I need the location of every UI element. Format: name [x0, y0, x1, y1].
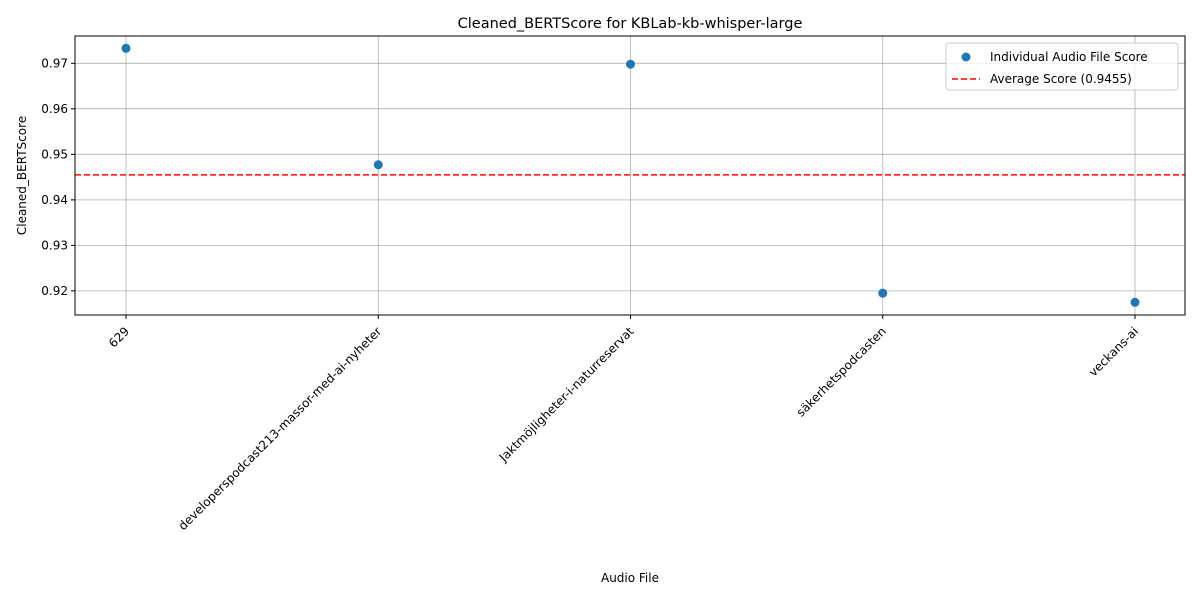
y-tick-label: 0.94	[41, 193, 68, 207]
legend-label-scores: Individual Audio File Score	[990, 50, 1148, 64]
y-tick-label: 0.95	[41, 147, 68, 161]
data-point	[626, 59, 635, 69]
legend-label-average: Average Score (0.9455)	[990, 72, 1132, 86]
y-tick-label: 0.96	[41, 102, 68, 116]
data-point	[878, 288, 888, 298]
data-point	[373, 160, 383, 170]
x-axis-label: Audio File	[601, 571, 659, 585]
y-axis-ticks: 0.92 0.93 0.94 0.95 0.96 0.97	[41, 56, 75, 298]
data-points	[121, 43, 1140, 307]
legend: Individual Audio File Score Average Scor…	[945, 42, 1179, 91]
legend-box	[945, 42, 1179, 91]
chart-title: Cleaned_BERTScore for KBLab-kb-whisper-l…	[458, 16, 803, 32]
legend-marker-scatter	[961, 52, 971, 62]
data-point	[121, 43, 131, 53]
data-point	[1130, 297, 1140, 307]
y-axis-label: Cleaned_BERTScore	[15, 116, 29, 235]
y-tick-label: 0.93	[41, 238, 68, 252]
y-tick-label: 0.97	[41, 56, 68, 70]
y-tick-label: 0.92	[41, 284, 68, 298]
